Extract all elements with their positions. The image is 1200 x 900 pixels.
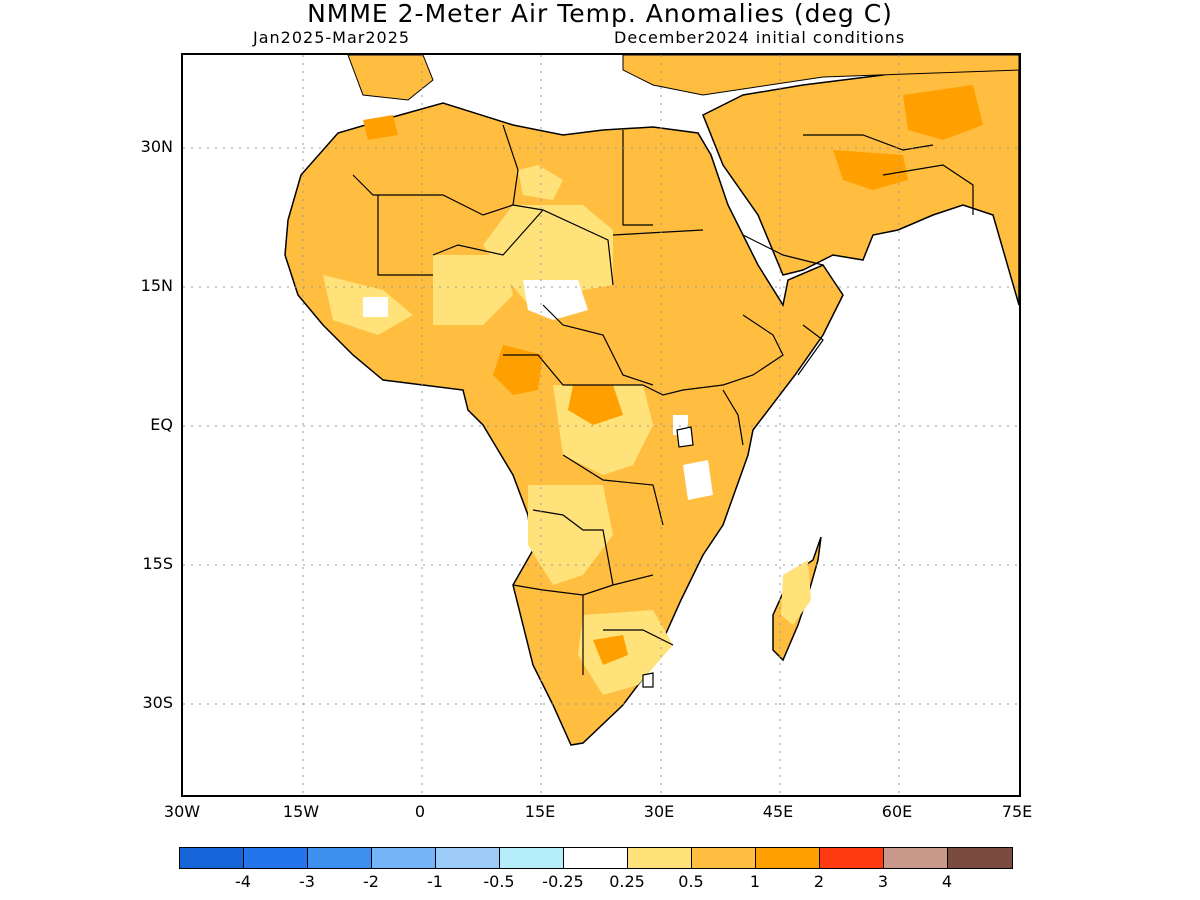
near-zero-areas	[363, 280, 713, 500]
legend-label: 2	[813, 872, 825, 891]
legend-label: 0.5	[678, 872, 704, 891]
legend-swatch	[948, 848, 1012, 868]
lat-label-30n: 30N	[140, 137, 173, 156]
lat-label-15s: 15S	[142, 554, 173, 573]
legend-label: 4	[941, 872, 953, 891]
legend-label: -0.5	[483, 872, 515, 891]
legend-label: -0.25	[542, 872, 584, 891]
strong-anomaly-areas	[363, 85, 983, 665]
lon-label-30w: 30W	[163, 802, 201, 821]
lon-label-60e: 60E	[881, 802, 913, 821]
legend-swatch	[564, 848, 628, 868]
legend-swatch	[884, 848, 948, 868]
legend-swatch	[820, 848, 884, 868]
weak-anomaly-areas	[323, 165, 811, 695]
color-legend-bar	[179, 847, 1013, 869]
map-title: NMME 2-Meter Air Temp. Anomalies (deg C)	[307, 0, 893, 28]
lat-label-30s: 30S	[142, 693, 173, 712]
europe-east-landmass	[622, 55, 1019, 96]
legend-label: -2	[363, 872, 379, 891]
legend-swatch	[308, 848, 372, 868]
forecast-period: Jan2025-Mar2025	[253, 28, 411, 47]
initial-conditions: December2024 initial conditions	[614, 28, 906, 47]
legend-label: 1	[749, 872, 761, 891]
legend-label: -3	[299, 872, 315, 891]
legend-swatch	[372, 848, 436, 868]
legend-swatch	[500, 848, 564, 868]
legend-swatch	[692, 848, 756, 868]
legend-swatch	[244, 848, 308, 868]
legend-swatch	[628, 848, 692, 868]
legend-label: -4	[235, 872, 251, 891]
gridlines	[183, 55, 1019, 795]
lon-label-45e: 45E	[762, 802, 794, 821]
legend-swatch	[756, 848, 820, 868]
lat-label-eq: EQ	[150, 415, 173, 434]
africa-anomaly-map	[183, 55, 1019, 795]
lon-label-30e: 30E	[643, 802, 675, 821]
lon-label-15w: 15W	[282, 802, 320, 821]
country-borders	[352, 124, 974, 675]
legend-swatch	[436, 848, 500, 868]
lakes	[642, 426, 694, 688]
legend-label: 0.25	[609, 872, 645, 891]
map-panel[interactable]	[181, 53, 1021, 797]
lon-label-75e: 75E	[1001, 802, 1033, 821]
legend-swatch	[180, 848, 244, 868]
lat-label-15n: 15N	[140, 276, 173, 295]
europe-landmass	[347, 55, 434, 101]
lon-label-0: 0	[414, 802, 426, 821]
lon-label-15e: 15E	[524, 802, 556, 821]
legend-label: -1	[427, 872, 443, 891]
legend-label: 3	[877, 872, 889, 891]
